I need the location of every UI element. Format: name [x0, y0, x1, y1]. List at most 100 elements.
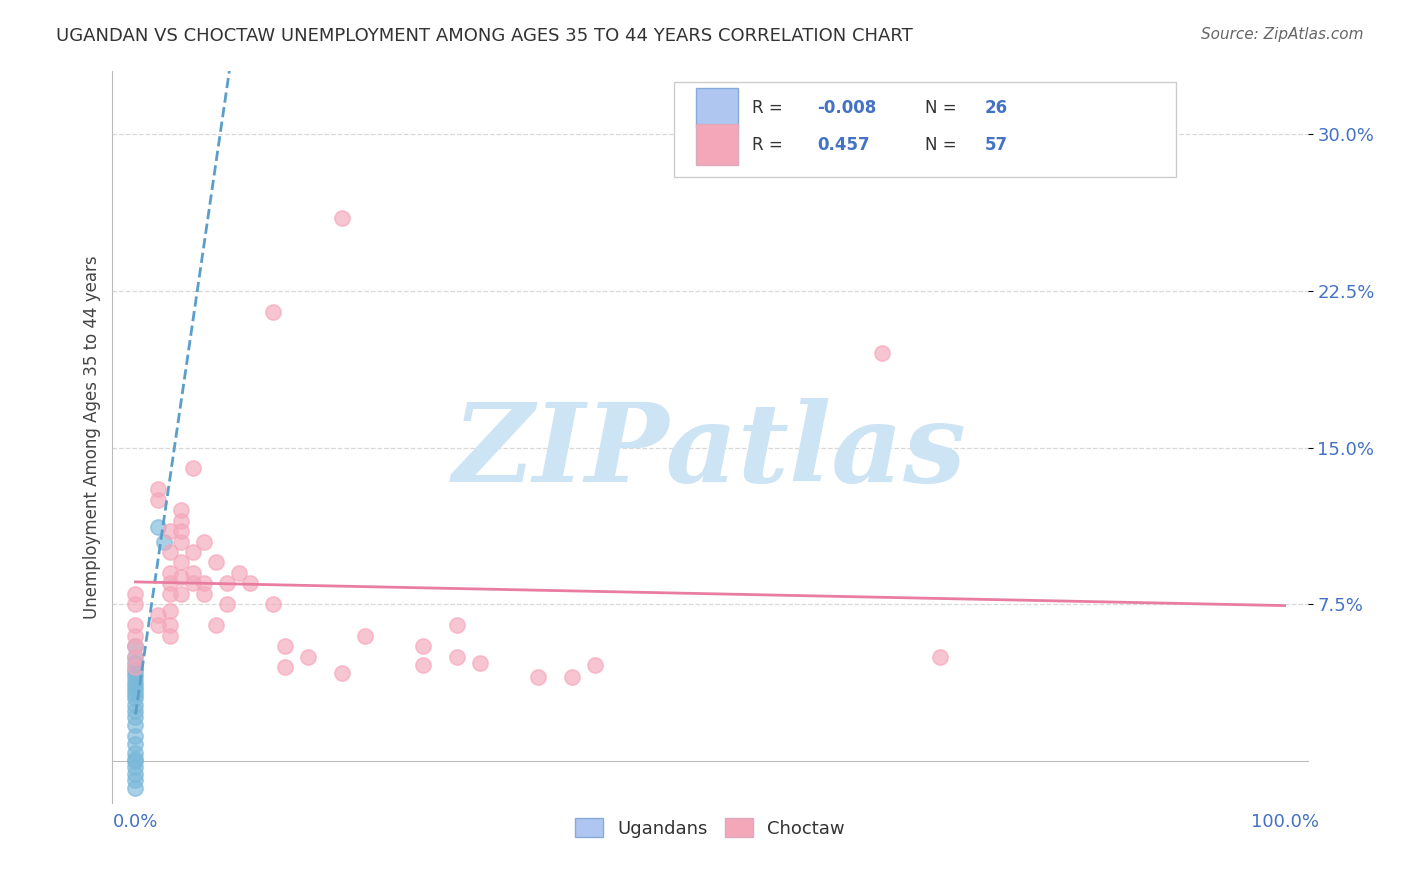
- Point: [412, 639, 434, 653]
- Point: [170, 524, 193, 538]
- Text: N =: N =: [925, 99, 962, 117]
- Point: [124, 670, 146, 684]
- Point: [170, 534, 193, 549]
- Point: [124, 737, 146, 751]
- Point: [124, 729, 146, 743]
- Point: [526, 670, 548, 684]
- Point: [170, 556, 193, 570]
- Point: [262, 304, 284, 318]
- Legend: Ugandans, Choctaw: Ugandans, Choctaw: [568, 811, 852, 845]
- FancyBboxPatch shape: [696, 124, 738, 165]
- Point: [239, 576, 262, 591]
- Point: [124, 674, 146, 689]
- Point: [170, 570, 193, 584]
- Point: [124, 639, 146, 653]
- Point: [124, 629, 146, 643]
- Point: [262, 597, 284, 611]
- Text: 26: 26: [986, 99, 1008, 117]
- Point: [124, 687, 146, 701]
- Point: [148, 618, 170, 632]
- Point: [159, 587, 181, 601]
- Point: [148, 607, 170, 622]
- Text: UGANDAN VS CHOCTAW UNEMPLOYMENT AMONG AGES 35 TO 44 YEARS CORRELATION CHART: UGANDAN VS CHOCTAW UNEMPLOYMENT AMONG AG…: [56, 27, 912, 45]
- Text: R =: R =: [752, 136, 787, 153]
- Point: [297, 649, 319, 664]
- Point: [446, 618, 468, 632]
- Point: [330, 666, 353, 681]
- Point: [217, 576, 239, 591]
- Point: [872, 346, 894, 360]
- Point: [205, 618, 228, 632]
- Point: [181, 461, 204, 475]
- Point: [148, 492, 170, 507]
- Text: 100.0%: 100.0%: [1250, 814, 1319, 831]
- Point: [446, 649, 468, 664]
- Point: [561, 670, 583, 684]
- Y-axis label: Unemployment Among Ages 35 to 44 years: Unemployment Among Ages 35 to 44 years: [83, 255, 101, 619]
- Point: [124, 718, 146, 732]
- Point: [124, 649, 146, 664]
- Point: [124, 760, 146, 774]
- Text: Source: ZipAtlas.com: Source: ZipAtlas.com: [1201, 27, 1364, 42]
- Point: [193, 587, 215, 601]
- Point: [170, 587, 193, 601]
- Point: [583, 657, 606, 672]
- Point: [124, 656, 146, 670]
- Point: [124, 772, 146, 787]
- Point: [153, 534, 176, 549]
- Point: [124, 682, 146, 697]
- Point: [124, 587, 146, 601]
- Point: [274, 639, 297, 653]
- Point: [124, 752, 146, 766]
- Point: [148, 520, 170, 534]
- Point: [928, 649, 950, 664]
- Point: [124, 649, 146, 664]
- Point: [354, 629, 377, 643]
- Point: [330, 211, 353, 225]
- Text: 57: 57: [986, 136, 1008, 153]
- Point: [124, 754, 146, 768]
- Point: [124, 662, 146, 676]
- Point: [159, 524, 181, 538]
- Point: [124, 704, 146, 718]
- Text: R =: R =: [752, 99, 787, 117]
- Point: [124, 710, 146, 724]
- Point: [412, 657, 434, 672]
- Point: [170, 503, 193, 517]
- Point: [181, 545, 204, 559]
- Text: -0.008: -0.008: [818, 99, 877, 117]
- Point: [193, 534, 215, 549]
- Point: [181, 576, 204, 591]
- Point: [274, 660, 297, 674]
- Point: [159, 576, 181, 591]
- Point: [181, 566, 204, 580]
- FancyBboxPatch shape: [696, 87, 738, 128]
- Text: 0.0%: 0.0%: [112, 814, 157, 831]
- Text: 0.457: 0.457: [818, 136, 870, 153]
- Point: [159, 545, 181, 559]
- Point: [205, 556, 228, 570]
- Point: [148, 483, 170, 497]
- Text: N =: N =: [925, 136, 962, 153]
- Point: [124, 597, 146, 611]
- Point: [124, 766, 146, 780]
- Point: [217, 597, 239, 611]
- FancyBboxPatch shape: [675, 82, 1175, 178]
- Point: [124, 698, 146, 712]
- Point: [159, 566, 181, 580]
- Point: [124, 781, 146, 796]
- Point: [124, 746, 146, 760]
- Point: [124, 691, 146, 706]
- Point: [228, 566, 250, 580]
- Point: [124, 639, 146, 653]
- Point: [159, 618, 181, 632]
- Point: [124, 679, 146, 693]
- Point: [124, 618, 146, 632]
- Text: ZIPatlas: ZIPatlas: [453, 398, 967, 506]
- Point: [470, 656, 492, 670]
- Point: [193, 576, 215, 591]
- Point: [124, 666, 146, 681]
- Point: [170, 514, 193, 528]
- Point: [159, 629, 181, 643]
- Point: [124, 660, 146, 674]
